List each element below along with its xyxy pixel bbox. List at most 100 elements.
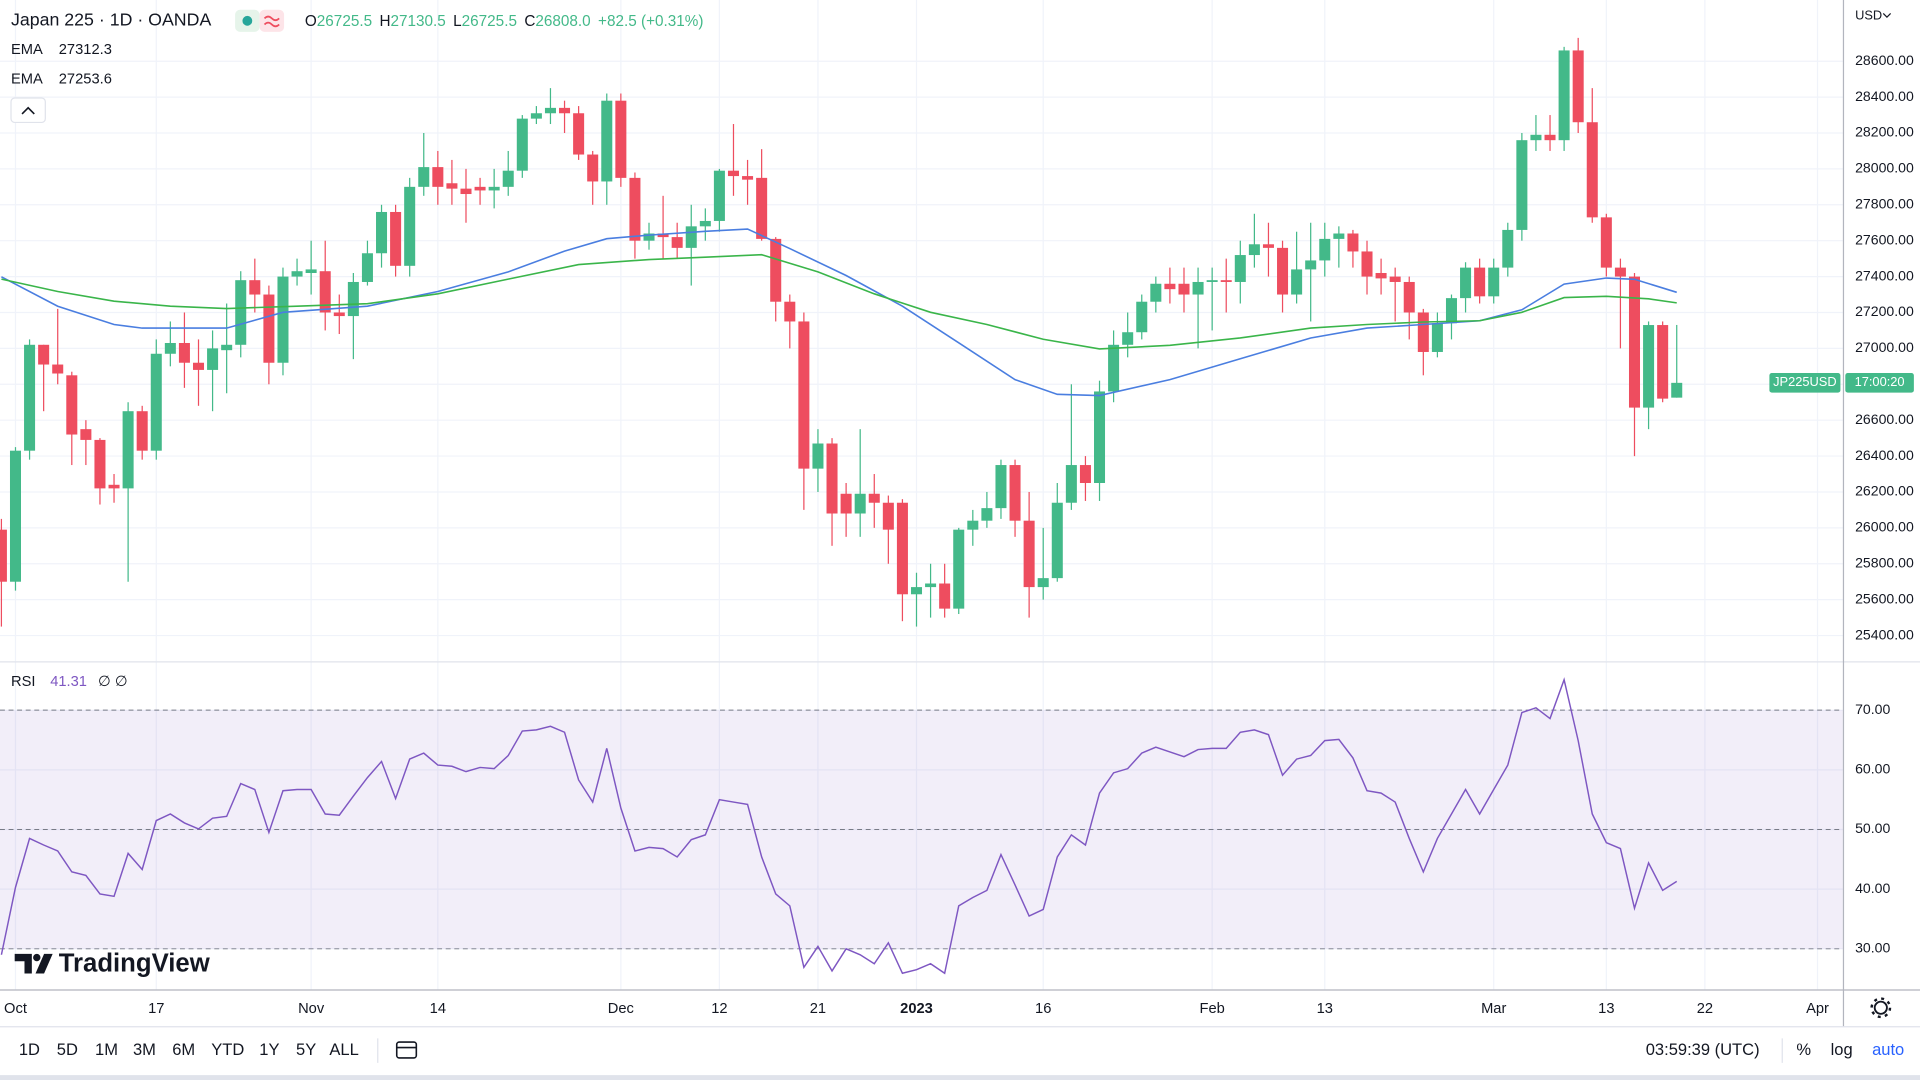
candle-body [221, 344, 233, 351]
candle-body [178, 342, 190, 363]
candle-body [1333, 233, 1345, 239]
candle-body [1403, 281, 1415, 313]
rsi-line [0, 677, 1678, 975]
candle-body [376, 211, 388, 254]
ohlc-value: 27130.5 [391, 13, 446, 30]
legend-name: EMA [11, 42, 43, 58]
candle-body [1431, 323, 1443, 352]
candle-body [446, 183, 458, 189]
y-tick-label: 26200.00 [1855, 483, 1914, 499]
candle-body [291, 271, 303, 277]
candle-body [699, 220, 711, 227]
legend-name: EMA [11, 71, 43, 87]
candle-body [1389, 276, 1401, 282]
candle-body [9, 450, 21, 582]
candle-body [361, 253, 373, 282]
candle-body [544, 107, 556, 114]
bottom-strip [0, 1075, 1920, 1080]
candle-body [559, 107, 571, 114]
range-button[interactable]: 1M [95, 1040, 118, 1059]
ohlc-label: H [379, 13, 390, 30]
candle-body [727, 170, 739, 177]
price-tag-bg [1769, 373, 1841, 393]
x-tick-label: Feb [1199, 1001, 1224, 1017]
ema-line [1, 253, 1677, 350]
candle-body [1220, 280, 1232, 282]
x-tick-label: 14 [430, 1001, 446, 1017]
y-tick-label: 26000.00 [1855, 519, 1914, 535]
candle-body [1023, 520, 1035, 588]
range-button[interactable]: 5Y [296, 1040, 316, 1059]
range-button[interactable]: ALL [329, 1040, 358, 1059]
y-tick-label: 27200.00 [1855, 303, 1914, 319]
status-dot [242, 15, 253, 26]
range-button[interactable]: 6M [172, 1040, 195, 1059]
currency-label[interactable]: USD [1855, 7, 1882, 22]
ohlc-value: 26725.5 [317, 13, 372, 30]
candle-body [235, 280, 247, 345]
ohlc-label: L [453, 13, 462, 30]
y-tick-label: 50.00 [1855, 820, 1890, 836]
gear-ring [1873, 1000, 1888, 1015]
candle-body [164, 342, 176, 354]
candle-body [1079, 465, 1091, 483]
candle-body [418, 167, 430, 187]
x-tick-label: 22 [1697, 1001, 1713, 1017]
x-tick-label: 16 [1035, 1001, 1051, 1017]
compare-button[interactable] [395, 1041, 418, 1059]
candle-body [1488, 267, 1500, 297]
scale-option[interactable]: log [1831, 1040, 1853, 1059]
ohlc-label: C [524, 13, 535, 30]
candle-body [1643, 325, 1655, 408]
candle-body [1361, 251, 1373, 277]
range-button[interactable]: 1D [19, 1040, 40, 1059]
calendar-icon [395, 1041, 418, 1059]
candle-body [1009, 465, 1021, 521]
candle-body [587, 154, 599, 182]
range-button[interactable]: 3M [133, 1040, 156, 1059]
candle-body [150, 353, 162, 451]
logo-mark [14, 953, 53, 974]
y-tick-label: 26400.00 [1855, 447, 1914, 463]
candle-body [573, 113, 585, 155]
ohlc-value: 26725.5 [462, 13, 517, 30]
candle-body [1474, 267, 1486, 297]
candle-body [347, 281, 359, 317]
candle-body [1460, 267, 1472, 299]
candle-body [1586, 122, 1598, 218]
candle-body [1502, 229, 1514, 268]
candle-body [1150, 283, 1162, 302]
scale-option[interactable]: auto [1872, 1040, 1904, 1059]
clock[interactable]: 03:59:39 (UTC) [1646, 1040, 1760, 1059]
legend-value: 41.31 [50, 674, 87, 690]
y-tick-label: 25400.00 [1855, 626, 1914, 642]
legend-value: 27253.6 [59, 71, 112, 87]
range-button[interactable]: YTD [211, 1040, 244, 1059]
y-tick-label: 27000.00 [1855, 339, 1914, 355]
candle-body [657, 233, 669, 238]
legend-extra: ∅ ∅ [98, 674, 128, 690]
candle-body [770, 238, 782, 302]
candle-body [66, 375, 78, 435]
range-button[interactable]: 1Y [259, 1040, 279, 1059]
data-badge[interactable] [259, 9, 285, 32]
candle-body [713, 170, 725, 221]
candle-body [38, 344, 50, 365]
range-button[interactable]: 5D [57, 1040, 78, 1059]
candle-body [910, 587, 923, 595]
legend-value: 27312.3 [59, 42, 112, 58]
candle-body [24, 344, 36, 451]
candle-body [1178, 283, 1190, 295]
candle-body [896, 502, 908, 595]
scale-option[interactable]: % [1796, 1040, 1811, 1059]
currency-chevron [1882, 13, 1892, 19]
candle-body [629, 177, 641, 241]
x-tick-label: 12 [711, 1001, 727, 1017]
candle-body [1234, 255, 1246, 282]
collapse-button[interactable] [10, 97, 46, 124]
settings-gear[interactable] [1870, 997, 1892, 1019]
candle-body [333, 312, 345, 317]
candle-body [1206, 280, 1218, 282]
candle-body [1277, 247, 1289, 295]
ohlc-label: O [305, 13, 317, 30]
